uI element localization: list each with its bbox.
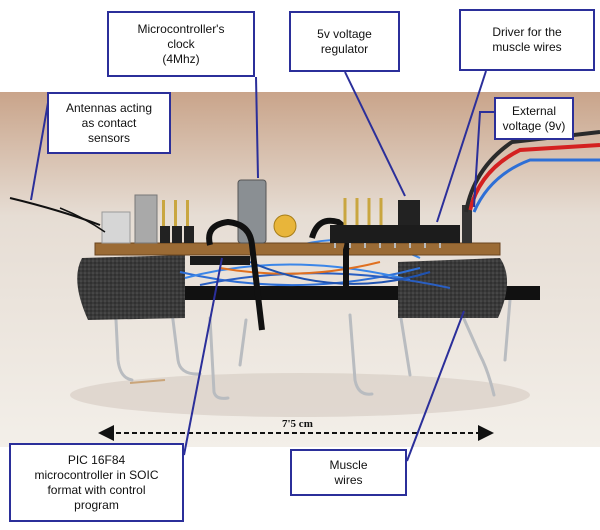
callout-driver-line-2: muscle wires	[492, 40, 562, 54]
callout-driver-line-1: Driver for the	[492, 25, 562, 39]
callout-antennas: Antennas acting as contact sensors	[47, 92, 171, 154]
callout-pic-line-2: microcontroller in SOIC	[34, 467, 159, 482]
callout-antennas-line-2: as contact	[81, 115, 137, 130]
callout-voltage-line-1: External	[511, 103, 557, 118]
dimension-label: 7'5 cm	[282, 418, 313, 430]
callout-regulator-line-1: 5v voltage	[317, 26, 372, 41]
callout-antennas-line-3: sensors	[87, 130, 131, 145]
robot-legs	[113, 298, 512, 400]
callout-clock-line-3: (4Mhz)	[162, 51, 200, 66]
callout-regulator-line-2: regulator	[320, 41, 369, 56]
callout-clock-line-1: Microcontroller's	[137, 21, 225, 36]
callout-muscle-line-1: Muscle	[329, 457, 368, 472]
callout-voltage-line-2: voltage (9v)	[502, 118, 566, 133]
header-pins	[101, 194, 194, 244]
robot-photo	[0, 92, 600, 447]
callout-external-voltage: External voltage (9v)	[494, 97, 574, 140]
callout-antennas-line-1: Antennas acting	[65, 100, 153, 115]
callout-pic-microcontroller: PIC 16F84 microcontroller in SOIC format…	[9, 443, 184, 522]
callout-muscle-wires: Muscle wires	[290, 449, 407, 496]
callout-pic-line-3: format with control	[47, 482, 146, 497]
leader-lines	[30, 70, 496, 462]
callout-muscle-line-2: wires	[334, 472, 363, 487]
callout-muscle-wire-driver: Driver for the muscle wires	[459, 9, 595, 71]
callout-voltage-regulator: 5v voltage regulator	[289, 11, 400, 72]
callout-clock-line-2: clock	[167, 36, 195, 51]
callout-microcontroller-clock: Microcontroller's clock (4Mhz)	[107, 11, 255, 77]
callout-pic-line-1: PIC 16F84	[67, 452, 126, 467]
callout-pic-line-4: program	[74, 497, 119, 512]
